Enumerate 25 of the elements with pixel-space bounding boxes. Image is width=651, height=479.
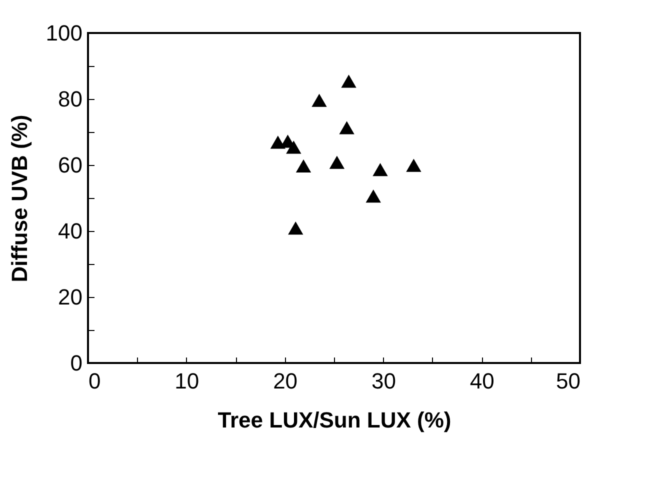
y-tick-label: 0 xyxy=(70,350,82,376)
y-tick-label: 80 xyxy=(58,86,82,112)
x-tick-label: 30 xyxy=(371,368,396,394)
point xyxy=(329,156,345,169)
x-tick-label: 0 xyxy=(88,368,101,394)
x-tick-label: 20 xyxy=(273,368,298,394)
point xyxy=(341,74,356,88)
x-axis-title: Tree LUX/Sun LUX (%) xyxy=(218,408,452,432)
y-axis-title: Diffuse UVB (%) xyxy=(6,114,32,282)
point xyxy=(296,159,312,173)
y-tick-label: 40 xyxy=(58,218,82,244)
point xyxy=(270,136,286,149)
point xyxy=(288,221,304,235)
x-tick-label: 50 xyxy=(556,368,580,394)
point xyxy=(339,121,354,134)
y-tick-label: 60 xyxy=(58,152,82,178)
x-tick-label: 40 xyxy=(470,368,494,394)
point xyxy=(372,163,388,176)
point xyxy=(312,94,327,107)
point xyxy=(406,158,422,172)
x-tick-label: 10 xyxy=(174,368,200,394)
y-tick-label: 100 xyxy=(46,20,82,46)
point xyxy=(366,189,381,203)
point xyxy=(286,140,302,154)
y-tick-label: 20 xyxy=(58,284,82,310)
